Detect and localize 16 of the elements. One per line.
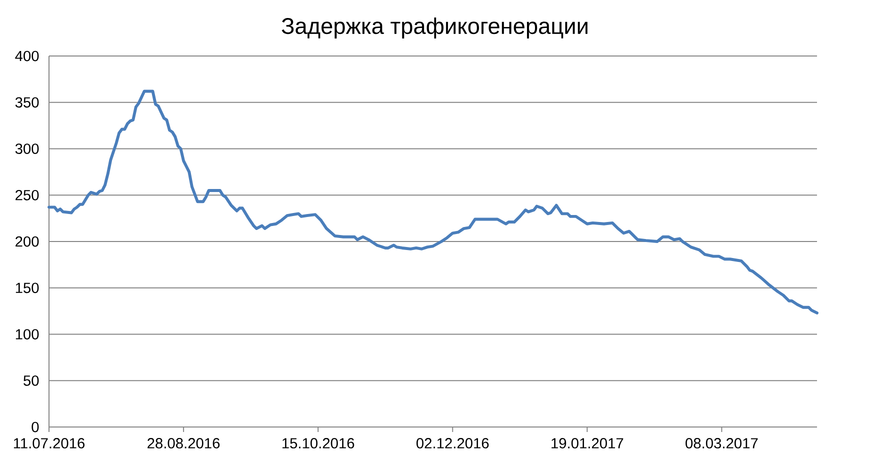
y-tick-label: 250 (16, 190, 39, 200)
x-tick-label: 02.12.2016 (416, 438, 489, 448)
y-tick-label: 150 (16, 282, 39, 294)
y-tick-label: 300 (15, 144, 39, 154)
x-tick-label: 11.07.2016 (14, 438, 84, 448)
x-tick-label: 15.10.2016 (282, 438, 354, 448)
x-tick-label: 28.08.2016 (148, 438, 220, 448)
x-tick-label: 08.03.2017 (686, 438, 758, 448)
chart-title: Задержка трафикогенерации (282, 17, 588, 39)
y-tick-label: 50 (24, 375, 39, 386)
x-tick-label: 19.01.2017 (552, 438, 624, 448)
y-tick-label: 400 (15, 50, 39, 62)
y-tick-label: 0 (32, 422, 39, 432)
y-tick-label: 350 (15, 97, 39, 108)
y-tick-label: 100 (16, 329, 39, 340)
y-tick-label: 200 (16, 236, 39, 247)
